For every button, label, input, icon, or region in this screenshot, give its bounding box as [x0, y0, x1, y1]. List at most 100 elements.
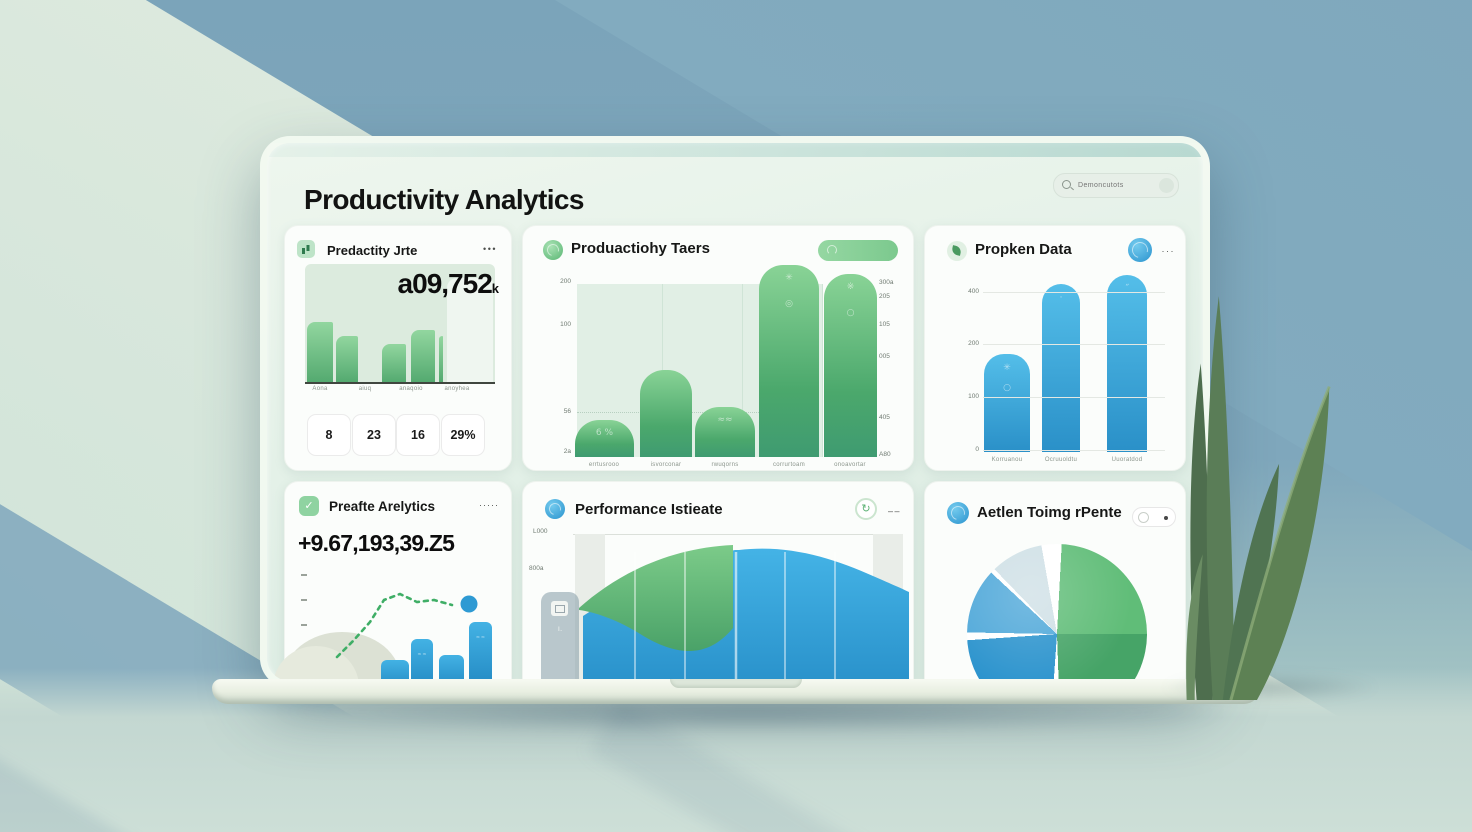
card-project-data: Propken Data ··· ✳ ○ · ˝ 400 200 100 0 Korruano…: [924, 225, 1186, 471]
axis-label: isvorconar: [650, 462, 682, 468]
page-title: Productivity Analytics: [304, 183, 584, 215]
laptop-notch: [670, 679, 802, 688]
stat-box: 29%: [441, 414, 485, 456]
bar: [382, 344, 406, 382]
search-bar: [1053, 173, 1179, 198]
search-icon: [1062, 180, 1071, 189]
search-action-button[interactable]: [1159, 178, 1174, 193]
bar: [439, 336, 443, 382]
bar-glyph: 6 %: [595, 428, 614, 438]
area-chart: [579, 545, 909, 681]
bar-glyph: ○: [1003, 383, 1011, 393]
area-green: [579, 545, 733, 652]
bar-glyph: ✳: [1003, 363, 1011, 373]
card-title: Aetlen Toimg rPente: [977, 504, 1122, 521]
axis-tick: [301, 574, 307, 576]
axis-label: 400: [968, 288, 979, 295]
stat-box: 8: [307, 414, 351, 456]
axis-label: Aona: [312, 386, 328, 392]
bar: [411, 330, 435, 382]
media-panel: ı.: [541, 592, 579, 681]
bar-glyph: ✳: [785, 273, 793, 283]
bar-chart: ✳ ○ · ˝: [925, 226, 1187, 452]
bar: [336, 336, 358, 382]
axis-label: 100: [968, 393, 979, 400]
bar-glyph: ◎: [785, 299, 793, 309]
gridline: [573, 534, 903, 535]
axis-label: 105: [879, 321, 890, 328]
toggle-ring-icon: [1138, 511, 1149, 523]
leaf-icon: [947, 241, 967, 261]
pie-chart: [967, 544, 1147, 681]
bar: ≈ ≈: [469, 622, 492, 681]
card-profit-analytics: ✓ Preafte Arelytics ····· +9.67,193,39.Z…: [273, 481, 512, 681]
screen-reflection: [267, 143, 1203, 157]
axis-tick: [301, 599, 307, 601]
bar: [439, 655, 464, 681]
gauge-circle-icon: [545, 499, 565, 519]
bar-glyph: ≈≈: [717, 415, 733, 425]
axis-label: aiuq: [358, 386, 372, 392]
metric-value: a09,752k: [397, 268, 499, 299]
card-menu-button[interactable]: ·····: [479, 500, 499, 510]
search-input[interactable]: [1076, 175, 1158, 196]
card-menu-button[interactable]: ––: [887, 506, 901, 516]
card-productivity-tasks: Produactiohy Taers 6 % ≈≈ ✳ ◎ ※ ○ 200 100 56 2a 3…: [522, 225, 914, 471]
gridline: [822, 284, 823, 457]
axis-label: A80: [879, 451, 891, 458]
axis-label: anoyhea: [444, 386, 470, 392]
cloud-circle-icon: [1128, 238, 1152, 262]
axis-label: 405: [879, 414, 890, 421]
plant: [1186, 296, 1331, 700]
card-action-timing: Aetlen Toimg rPente: [924, 481, 1186, 681]
axis-label: Korruanou: [991, 457, 1023, 463]
dashboard: Productivity Analytics Predactity Jrte •…: [267, 143, 1203, 681]
card-title: Performance Istieate: [575, 501, 723, 518]
filter-pill-button[interactable]: [818, 240, 898, 261]
axis-label: Uuoratdod: [1111, 457, 1143, 463]
line-chart: [335, 592, 478, 659]
bar-glyph: ※: [846, 282, 855, 292]
bar-glyph: ˝: [1124, 284, 1130, 294]
axis-label: 005: [879, 353, 890, 360]
bar-glyph: ≈ ≈: [476, 635, 485, 641]
refresh-icon: ↻: [855, 498, 877, 520]
bar: 6 %: [575, 420, 634, 457]
card-title: Predactity Jrte: [327, 243, 418, 258]
stat-box: 16: [396, 414, 440, 456]
bar: ≈ ≈: [411, 639, 433, 681]
axis-tick: [301, 624, 307, 626]
card-productivity-rate: Predactity Jrte ••• a09,752k Aona aiuq ana…: [284, 225, 512, 471]
bar-glyph: ·: [1059, 293, 1063, 303]
axis-label: anaqoio: [399, 386, 423, 392]
metric-value: +9.67,193,39.Z5: [298, 530, 455, 556]
bar: ≈≈: [695, 407, 755, 457]
axis-label: 205: [879, 293, 890, 300]
axis-label: 100: [560, 321, 571, 328]
laptop-base: [212, 679, 1260, 704]
axis-label: 0: [975, 446, 979, 453]
bar-glyph: ○: [846, 308, 855, 318]
toggle-switch[interactable]: [1132, 507, 1176, 527]
bar: ·: [1042, 284, 1080, 452]
bar: ✳ ○: [984, 354, 1030, 452]
card-menu-button[interactable]: ···: [1161, 246, 1175, 256]
axis-label: corrurtoam: [772, 462, 805, 468]
axis-label: onoavortar: [834, 462, 866, 468]
bar: [640, 370, 692, 457]
mini-bar-chart: [305, 264, 495, 384]
gridline: [983, 450, 1165, 451]
axis-label: 200: [968, 340, 979, 347]
card-title: Preafte Arelytics: [329, 499, 436, 514]
bar: ※ ○: [824, 274, 877, 457]
axis-label: 2a: [563, 448, 571, 455]
gridline: [983, 292, 1165, 293]
bar-glyph: ≈ ≈: [417, 652, 427, 658]
trend-line: [335, 592, 454, 659]
axis-label: 800a: [529, 565, 544, 572]
bar: [381, 660, 409, 681]
bar-chart-icon: [297, 240, 315, 258]
card-menu-button[interactable]: •••: [483, 244, 497, 254]
panel-label: ı.: [557, 624, 563, 633]
